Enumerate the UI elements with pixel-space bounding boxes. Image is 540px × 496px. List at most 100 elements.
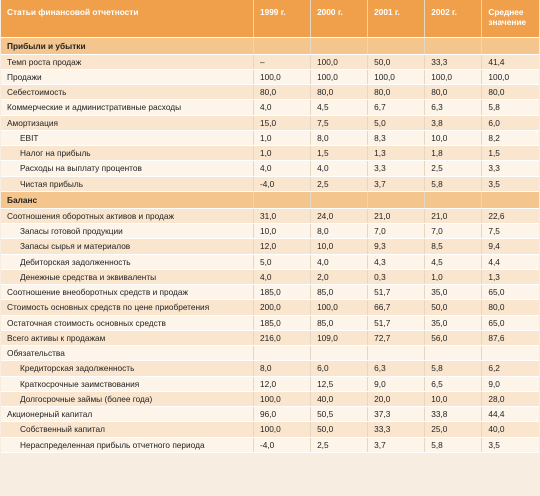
value-cell: 56,0 (424, 330, 482, 347)
row-label: Расходы на выплату процентов (1, 160, 254, 177)
value-cell: 5,8 (424, 360, 482, 377)
value-cell: 50,0 (424, 299, 482, 316)
value-cell: 10,0 (310, 238, 368, 255)
row-label: Долгосрочные займы (более года) (1, 391, 254, 408)
value-cell: 3,7 (367, 176, 425, 192)
value-cell: 7,5 (481, 223, 539, 240)
value-cell: 50,0 (310, 421, 368, 438)
value-cell: 40,0 (481, 421, 539, 438)
value-cell (481, 345, 539, 362)
header-year-2002: 2002 г. (424, 0, 482, 38)
value-cell: 65,0 (481, 284, 539, 301)
table-row: Амортизация 15,0 7,5 5,0 3,8 6,0 (1, 115, 539, 131)
value-cell: 51,7 (367, 284, 425, 301)
row-label: Темп роста продаж (1, 54, 254, 70)
table-row: Темп роста продаж –100,0 50,0 33,3 41,4 (1, 54, 539, 70)
value-cell: 5,8 (481, 99, 539, 116)
section-empty-cell (367, 191, 425, 209)
table-row: Акционерный капитал 96,0 50,5 37,3 33,8 44,4 (1, 406, 539, 423)
value-cell: 51,7 (367, 315, 425, 331)
value-cell: 2,5 (424, 160, 482, 177)
value-cell: 85,0 (310, 284, 368, 301)
value-cell: 100,0 (252, 421, 311, 438)
value-cell: 1,3 (367, 145, 425, 162)
table-row: Запасы готовой продукции 10,0 8,0 7,0 7,0 7,5 (1, 223, 539, 240)
value-cell: 216,0 (252, 330, 311, 347)
value-cell: 2,5 (310, 437, 368, 453)
value-cell: 8,0 (310, 223, 368, 240)
value-cell: 80,0 (481, 84, 539, 101)
value-cell: 33,3 (367, 421, 425, 438)
value-cell: 1,0 (252, 145, 311, 162)
table-row: Налог на прибыль 1,0 1,5 1,3 1,8 1,5 (1, 145, 539, 162)
section-empty-cell (310, 37, 368, 55)
row-label: Запасы готовой продукции (1, 223, 254, 240)
value-cell: 1,0 (424, 269, 482, 286)
header-year-2000: 2000 г. (310, 0, 368, 38)
value-cell: 15,0 (252, 115, 311, 131)
row-label: Чистая прибыль (1, 176, 254, 192)
value-cell: 24,0 (310, 208, 368, 225)
table-row: Денежные средства и эквиваленты 4,0 2,0 0,3… (1, 269, 539, 286)
value-cell (424, 345, 482, 362)
value-cell: 6,3 (424, 99, 482, 116)
value-cell: 1,5 (481, 145, 539, 162)
row-label: Соотношения оборотных активов и продаж (1, 208, 254, 225)
value-cell: 25,0 (424, 421, 482, 438)
value-cell: 7,5 (310, 115, 368, 131)
value-cell: 8,5 (424, 238, 482, 255)
value-cell: 8,2 (481, 130, 539, 147)
row-label: Себестоимость (1, 84, 254, 101)
value-cell: 66,7 (367, 299, 425, 316)
value-cell: 100,0 (252, 391, 311, 408)
header-year-1999: 1999 г. (252, 0, 311, 38)
table-row: Нераспределенная прибыль отчетного перио… (1, 437, 539, 453)
value-cell: 10,0 (424, 391, 482, 408)
row-label: Стоимость основных средств по цене приоб… (1, 299, 254, 316)
table-row: Обязательства (1, 345, 539, 362)
row-label: Амортизация (1, 115, 254, 131)
section-title: Прибыли и убытки (1, 37, 254, 55)
value-cell: 1,5 (310, 145, 368, 162)
value-cell: 5,8 (424, 176, 482, 192)
value-cell: 12,0 (252, 238, 311, 255)
value-cell: 85,0 (310, 315, 368, 331)
row-label: Краткосрочные заимствования (1, 376, 254, 392)
value-cell: 6,5 (424, 376, 482, 392)
row-label: Акционерный капитал (1, 406, 254, 423)
value-cell: 22,6 (481, 208, 539, 225)
financial-statements-table: Статьи финансовой отчетности 1999 г. 200… (1, 0, 539, 453)
value-cell: 20,0 (367, 391, 425, 408)
value-cell: 50,0 (367, 54, 425, 70)
value-cell: 50,5 (310, 406, 368, 423)
value-cell: -4,0 (252, 437, 311, 453)
value-cell: 0,3 (367, 269, 425, 286)
value-cell: 4,0 (310, 254, 368, 270)
value-cell: 200,0 (252, 299, 311, 316)
value-cell: 33,3 (424, 54, 482, 70)
row-label: Обязательства (1, 345, 254, 362)
value-cell: 33,8 (424, 406, 482, 423)
value-cell: 100,0 (252, 69, 311, 86)
value-cell: 3,8 (424, 115, 482, 131)
value-cell: 3,5 (481, 437, 539, 453)
table-row: Собственный капитал 100,0 50,0 33,3 25,0 40,0 (1, 421, 539, 438)
row-label: Всего активы к продажам (1, 330, 254, 347)
table-row: Дебиторская задолженность 5,0 4,0 4,3 4,5 4,4 (1, 254, 539, 270)
value-cell: 5,8 (424, 437, 482, 453)
table-row: Остаточная стоимость основных средств 185… (1, 315, 539, 331)
value-cell: -4,0 (252, 176, 311, 192)
table-row: Краткосрочные заимствования 12,0 12,5 9,0 6,… (1, 376, 539, 392)
table-row: Долгосрочные займы (более года) 100,0 40,0… (1, 391, 539, 408)
row-label: Запасы сырья и материалов (1, 238, 254, 255)
value-cell: 7,0 (367, 223, 425, 240)
row-label: EBIT (1, 130, 254, 147)
value-cell: 28,0 (481, 391, 539, 408)
value-cell: 72,7 (367, 330, 425, 347)
value-cell: 4,0 (252, 160, 311, 177)
value-cell: 3,3 (367, 160, 425, 177)
value-cell: 80,0 (310, 84, 368, 101)
value-cell: 4,0 (252, 269, 311, 286)
value-cell: 3,7 (367, 437, 425, 453)
value-cell: 80,0 (481, 299, 539, 316)
